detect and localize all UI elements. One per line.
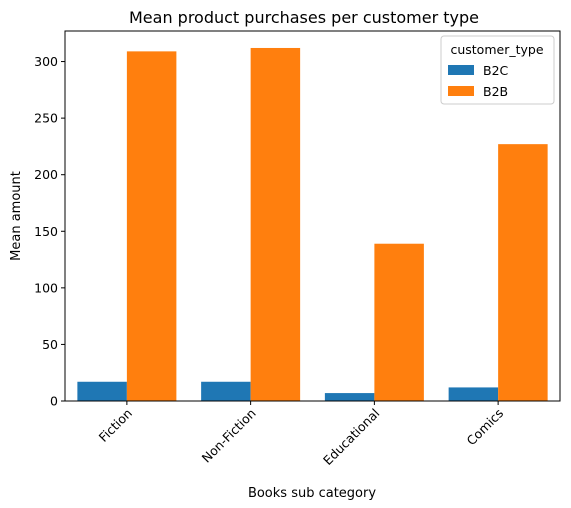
chart-title: Mean product purchases per customer type: [129, 8, 479, 27]
y-tick-label-200: 200: [34, 167, 58, 182]
legend: customer_type B2C B2B: [440, 35, 555, 105]
y-axis: 0 50 100 150 200 250 300: [34, 54, 65, 409]
bar-non-fiction-b2c: [201, 381, 251, 401]
bar-non-fiction-b2b: [250, 47, 301, 401]
legend-label-b2b: B2B: [483, 84, 508, 99]
y-tick-label-50: 50: [42, 337, 58, 352]
bar-comics-b2b: [498, 144, 548, 401]
bar-fiction-b2b: [126, 51, 177, 402]
legend-label-b2c: B2C: [483, 63, 509, 78]
legend-swatch-b2b: [448, 86, 474, 96]
plot-frame: [64, 30, 561, 402]
x-axis-label: Books sub category: [248, 486, 376, 501]
y-tick-label-100: 100: [34, 280, 58, 295]
x-tick-label-fiction: Fiction: [96, 406, 135, 445]
x-tick-label-educational: Educational: [320, 406, 382, 468]
y-tick-label-0: 0: [50, 394, 58, 409]
bar-educational-b2c: [324, 393, 375, 401]
bar-fiction-b2c: [77, 381, 127, 401]
y-tick-label-150: 150: [34, 224, 58, 239]
x-tick-label-non-fiction: Non-Fiction: [199, 406, 259, 466]
bars-layer: [77, 47, 548, 402]
y-axis-label: Mean amount: [9, 171, 24, 261]
x-axis: Fiction Non-Fiction Educational Comics: [96, 401, 507, 468]
legend-swatch-b2c: [448, 65, 474, 75]
y-tick-label-300: 300: [34, 54, 58, 69]
bar-educational-b2b: [374, 243, 424, 401]
bar-comics-b2c: [448, 387, 499, 401]
y-tick-label-250: 250: [34, 111, 58, 126]
x-tick-label-comics: Comics: [464, 406, 507, 449]
legend-title: customer_type: [450, 42, 543, 57]
